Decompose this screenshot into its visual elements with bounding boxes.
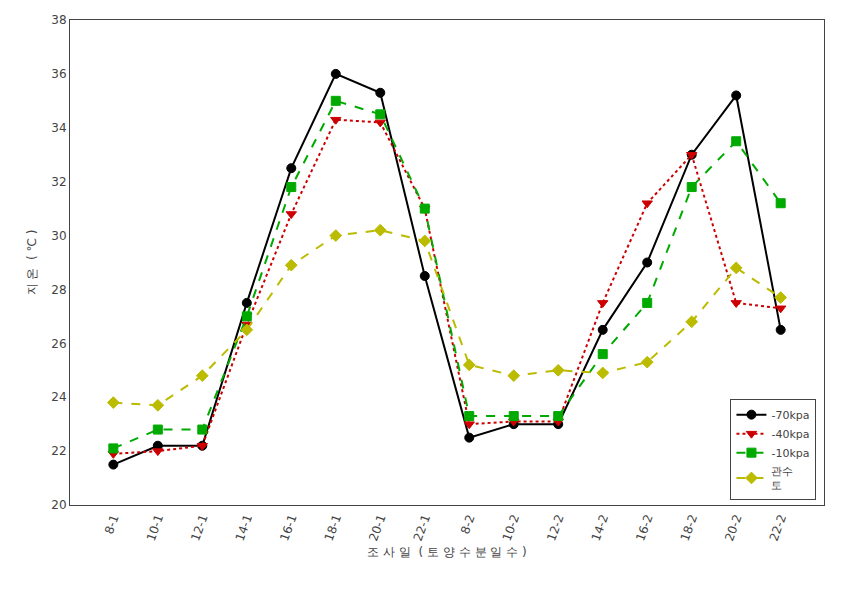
svg-text:16-1: 16-1 xyxy=(277,513,299,543)
svg-text:-10kpa: -10kpa xyxy=(771,447,809,460)
svg-text:18-1: 18-1 xyxy=(322,513,344,543)
svg-text:30: 30 xyxy=(51,229,66,243)
svg-text:38: 38 xyxy=(51,13,66,27)
svg-text:34: 34 xyxy=(51,121,66,135)
svg-text:28: 28 xyxy=(51,283,66,297)
svg-text:14-1: 14-1 xyxy=(233,513,255,543)
svg-text:8-1: 8-1 xyxy=(102,513,122,536)
svg-text:-70kpa: -70kpa xyxy=(771,409,809,422)
svg-text:12-2: 12-2 xyxy=(544,513,566,543)
svg-text:32: 32 xyxy=(51,175,66,189)
svg-text:12-1: 12-1 xyxy=(188,513,210,543)
svg-text:지 온 ( ℃ ): 지 온 ( ℃ ) xyxy=(25,230,39,296)
svg-text:8-2: 8-2 xyxy=(458,513,478,536)
svg-text:조 사 일 ( 토 양 수 분 일 수 ): 조 사 일 ( 토 양 수 분 일 수 ) xyxy=(367,545,526,559)
svg-text:26: 26 xyxy=(51,337,66,351)
svg-text:18-2: 18-2 xyxy=(678,513,700,543)
svg-text:36: 36 xyxy=(51,67,66,81)
svg-text:10-2: 10-2 xyxy=(500,513,522,543)
svg-text:22-2: 22-2 xyxy=(767,513,789,543)
svg-text:20: 20 xyxy=(51,498,66,512)
svg-text:20-2: 20-2 xyxy=(722,513,744,543)
svg-text:20-1: 20-1 xyxy=(366,513,388,543)
svg-text:22-1: 22-1 xyxy=(411,513,433,543)
svg-text:10-1: 10-1 xyxy=(144,513,166,543)
svg-text:-40kpa: -40kpa xyxy=(771,428,809,441)
svg-text:14-2: 14-2 xyxy=(589,513,611,543)
svg-text:관수토: 관수토 xyxy=(771,465,793,492)
svg-text:16-2: 16-2 xyxy=(633,513,655,543)
svg-text:24: 24 xyxy=(51,390,66,404)
svg-text:22: 22 xyxy=(51,444,66,458)
